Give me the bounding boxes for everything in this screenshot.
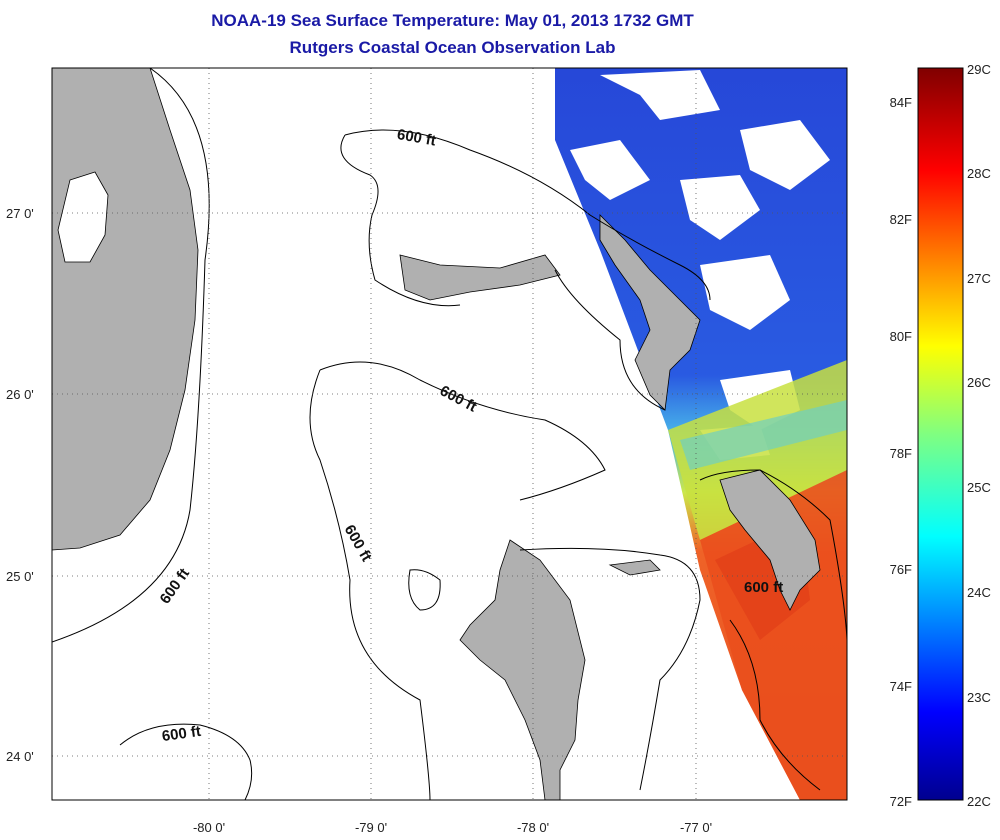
contour-label-5: 600 ft <box>744 579 783 596</box>
lon-tick-80: -80 0' <box>193 820 225 835</box>
colorbar-f-84: 84F <box>890 95 912 110</box>
colorbar-c-22: 22C <box>967 794 991 809</box>
andros <box>459 539 586 800</box>
colorbar-c-28: 28C <box>967 166 991 181</box>
lat-tick-24: 24 0' <box>6 749 34 764</box>
colorbar-c-26: 26C <box>967 375 991 390</box>
graticule <box>52 68 847 800</box>
lat-tick-27: 27 0' <box>6 206 34 221</box>
colorbar-c-27: 27C <box>967 271 991 286</box>
colorbar-c-24: 24C <box>967 585 991 600</box>
contour-label-1: 600 ft <box>396 126 438 150</box>
lon-tick-77: -77 0' <box>680 820 712 835</box>
colorbar-f-72: 72F <box>890 794 912 809</box>
colorbar-f-78: 78F <box>890 446 912 461</box>
map-border <box>51 67 848 801</box>
colorbar-c-29: 29C <box>967 62 991 77</box>
colorbar-c-23: 23C <box>967 690 991 705</box>
eleuthera <box>719 469 821 611</box>
colorbar-celsius-labels: 29C 28C 27C 26C 25C 24C 23C 22C <box>967 62 991 809</box>
lake-okeechobee <box>57 171 109 263</box>
colorbar-fahrenheit-labels: 84F 82F 80F 78F 76F 74F 72F <box>890 95 912 809</box>
new-providence <box>608 559 661 576</box>
contour-label-6: 600 ft <box>161 723 202 745</box>
longitude-ticks: -80 0' -79 0' -78 0' -77 0' <box>193 820 712 835</box>
map-subtitle: Rutgers Coastal Ocean Observation Lab <box>289 38 616 57</box>
lat-tick-26: 26 0' <box>6 387 34 402</box>
lon-tick-78: -78 0' <box>517 820 549 835</box>
lon-tick-79: -79 0' <box>355 820 387 835</box>
grand-bahama <box>399 254 561 301</box>
depth-contours <box>52 68 847 800</box>
colorbar-f-74: 74F <box>890 679 912 694</box>
colorbar-f-76: 76F <box>890 562 912 577</box>
map-title: NOAA-19 Sea Surface Temperature: May 01,… <box>211 11 694 30</box>
colorbar-f-82: 82F <box>890 212 912 227</box>
colorbar-c-25: 25C <box>967 480 991 495</box>
lat-tick-25: 25 0' <box>6 569 34 584</box>
temperature-colorbar: 29C 28C 27C 26C 25C 24C 23C 22C 84F 82F … <box>890 62 991 809</box>
latitude-ticks: 27 0' 26 0' 25 0' 24 0' <box>6 206 34 764</box>
colorbar-f-80: 80F <box>890 329 912 344</box>
